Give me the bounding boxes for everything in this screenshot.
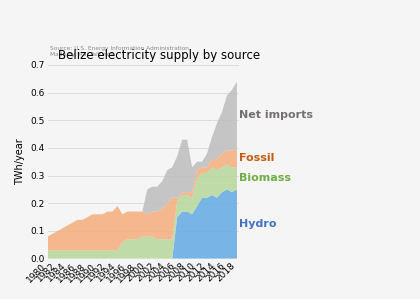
Text: Source: U.S. Energy Information Administration
Made by: Raj Tallungs: Source: U.S. Energy Information Administ… [50,45,189,57]
Text: Hydro: Hydro [239,219,276,229]
Text: Net imports: Net imports [239,110,313,120]
Y-axis label: TWh/year: TWh/year [15,138,25,185]
Text: Fossil: Fossil [239,152,274,163]
Title: Belize electricity supply by source: Belize electricity supply by source [58,49,260,62]
Text: Biomass: Biomass [239,173,291,183]
